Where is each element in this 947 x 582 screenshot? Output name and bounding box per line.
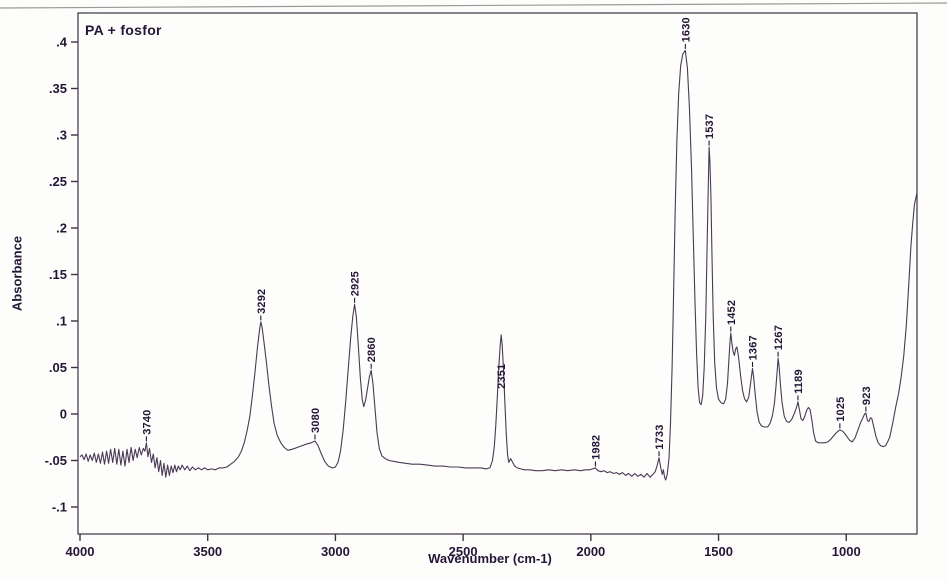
y-tick-label: -.05 (45, 453, 67, 468)
y-tick-label: .1 (56, 314, 67, 329)
y-tick-label: .25 (49, 174, 67, 189)
y-tick-label: .05 (49, 360, 67, 375)
peak-label-1189: 1189 (793, 369, 805, 394)
y-tick-label: -.1 (52, 500, 67, 515)
peak-label-1982: 1982 (590, 435, 602, 460)
x-tick-label: 2000 (576, 544, 605, 559)
x-tick-label: 1000 (832, 544, 861, 559)
peak-label-2860: 2860 (366, 337, 378, 362)
x-tick-label: 3500 (193, 544, 222, 559)
x-tick-label: 2500 (449, 544, 478, 559)
y-tick-label: .4 (56, 35, 68, 50)
plot-title: PA + fosfor (85, 22, 162, 38)
x-tick-label: 3000 (321, 544, 350, 559)
y-tick-label: .15 (49, 267, 67, 282)
y-tick-label: .2 (56, 221, 67, 236)
peak-label-1267: 1267 (773, 325, 785, 350)
x-axis-title: Wavenumber (cm-1) (428, 551, 552, 566)
y-tick-label: 0 (60, 407, 67, 422)
x-tick-label: 1500 (704, 544, 733, 559)
plot-frame (77, 12, 918, 535)
peak-label-1733: 1733 (654, 424, 666, 449)
y-axis-title: Absorbance (9, 235, 25, 312)
peak-label-3292: 3292 (256, 289, 268, 314)
peak-label-3080: 3080 (310, 408, 322, 433)
peak-label-923: 923 (861, 386, 873, 405)
peak-label-1452: 1452 (726, 300, 738, 325)
peak-label-3740: 3740 (141, 410, 153, 435)
y-tick-label: .3 (56, 128, 67, 143)
peak-label-2351: 2351 (496, 364, 508, 389)
x-tick-label: 4000 (66, 544, 95, 559)
peak-label-1537: 1537 (704, 114, 716, 139)
peak-label-1630: 1630 (680, 17, 692, 42)
spectrum-curve (79, 49, 918, 481)
y-tick-label: .35 (49, 81, 67, 96)
peak-label-1367: 1367 (748, 335, 760, 360)
peak-label-1025: 1025 (835, 397, 847, 422)
peak-label-2925: 2925 (350, 271, 362, 296)
